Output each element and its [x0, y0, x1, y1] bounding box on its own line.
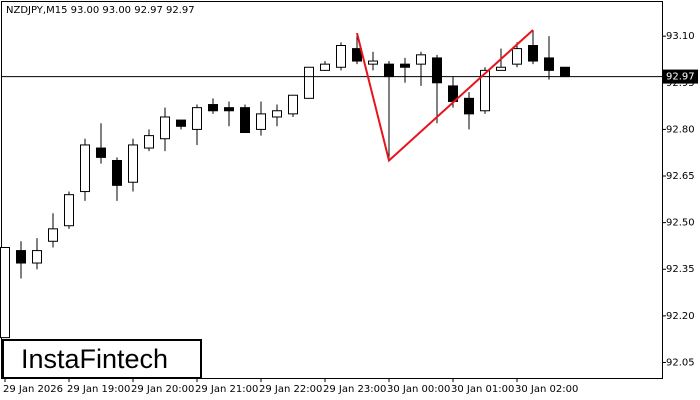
candle-body — [112, 159, 122, 186]
price-label: 92.97 — [666, 72, 695, 83]
candle-body — [368, 60, 378, 65]
candle-body — [400, 63, 410, 68]
candle-body — [32, 250, 42, 264]
candle-body — [0, 246, 10, 339]
candle-body — [336, 45, 346, 68]
y-tick-label: 92.50 — [666, 218, 695, 229]
y-tick-label: 92.65 — [666, 171, 695, 182]
x-tick-label: 29 Jan 21:00 — [195, 384, 258, 395]
candle-body — [528, 45, 538, 62]
candle-body — [128, 144, 138, 183]
candle-body — [96, 147, 106, 158]
x-tick-label: 30 Jan 00:00 — [387, 384, 450, 395]
x-tick-label: 30 Jan 02:00 — [515, 384, 578, 395]
y-tick-label: 93.10 — [666, 31, 695, 42]
candle-body — [224, 107, 234, 112]
candle-body — [464, 97, 474, 115]
candle-body — [560, 66, 570, 78]
candle-body — [352, 48, 362, 62]
x-tick-label: 29 Jan 20:00 — [131, 384, 194, 395]
candle-body — [64, 194, 74, 227]
candle-body — [240, 107, 250, 134]
candle-body — [416, 54, 426, 65]
watermark-box — [2, 339, 202, 379]
candle-body — [176, 119, 186, 127]
y-tick-label: 92.80 — [666, 124, 695, 135]
watermark: InstaFintech — [21, 344, 168, 374]
y-tick-label: 92.05 — [666, 357, 695, 368]
candle-body — [272, 110, 282, 118]
x-tick-label: 29 Jan 22:00 — [259, 384, 322, 395]
candle-body — [144, 135, 154, 149]
x-tick-label: 29 Jan 23:00 — [323, 384, 386, 395]
candle-body — [304, 66, 314, 99]
candle-body — [48, 228, 58, 242]
plot-frame — [1, 1, 663, 379]
chart-title: NZDJPY,M15 93.00 93.00 92.97 92.97 — [6, 5, 195, 16]
y-tick-label: 92.20 — [666, 311, 695, 322]
candle-body — [16, 250, 26, 264]
candle-body — [160, 116, 170, 140]
candle-body — [320, 63, 330, 71]
x-tick-label: 30 Jan 01:00 — [451, 384, 514, 395]
candle-body — [480, 69, 490, 112]
candle-body — [80, 144, 90, 193]
candle-body — [512, 48, 522, 65]
pattern-line — [356, 29, 534, 163]
candle-body — [256, 113, 266, 130]
candle-body — [432, 57, 442, 84]
candle-body — [544, 57, 554, 71]
candle-body — [192, 107, 202, 130]
y-tick-label: 92.35 — [666, 264, 695, 275]
candle-body — [496, 66, 506, 71]
candle-body — [288, 94, 298, 115]
candle-body — [208, 104, 218, 112]
candle-body — [384, 63, 394, 78]
x-tick-label: 29 Jan 19:00 — [67, 384, 130, 395]
x-tick-label: 29 Jan 2026 — [3, 384, 63, 395]
price-label-box — [663, 69, 698, 84]
